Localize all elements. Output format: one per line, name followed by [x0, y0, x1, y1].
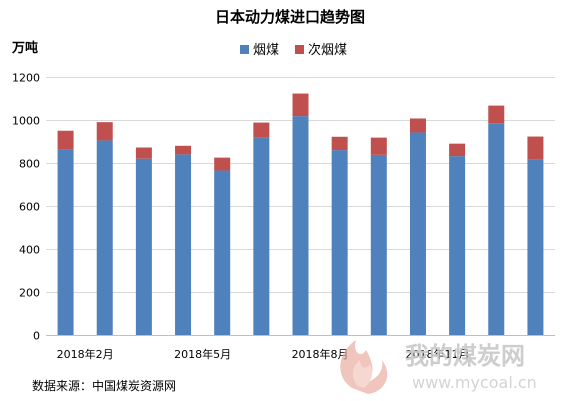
- y-tick-label: 600: [19, 201, 40, 214]
- bar-segment: [527, 136, 544, 160]
- watermark-brand: 我的煤炭网: [405, 342, 525, 370]
- source-note: 数据来源：中国煤炭资源网: [32, 378, 176, 393]
- legend-swatch: [240, 45, 249, 54]
- bar-segment: [57, 149, 74, 335]
- x-axis-ticks: 2018年2月 2018年5月 2018年8月 2018年11月: [57, 347, 470, 361]
- y-tick-label: 400: [19, 244, 40, 257]
- bar-segment: [96, 122, 113, 141]
- bar-segment: [409, 132, 426, 335]
- bar-segment: [370, 137, 387, 155]
- bar-segment: [331, 136, 348, 151]
- bar-segment: [253, 122, 270, 138]
- bar-segment: [253, 137, 270, 335]
- bar-segment: [527, 159, 544, 335]
- bar-segment: [175, 145, 192, 155]
- flame-logo-icon: [340, 340, 388, 394]
- chart-title: 日本动力煤进口趋势图: [215, 8, 365, 26]
- bar-segment: [135, 158, 152, 335]
- bar-segment: [135, 147, 152, 159]
- bar-segment: [488, 105, 505, 124]
- legend: 烟煤 次烟煤: [240, 42, 347, 58]
- watermark: 我的煤炭网 www.mycoal.cn: [340, 340, 537, 394]
- bar-segment: [57, 130, 74, 150]
- legend-label: 次烟煤: [308, 42, 347, 58]
- y-tick-label: 800: [19, 158, 40, 171]
- y-tick-label: 1200: [12, 72, 40, 85]
- bar-segment: [292, 116, 309, 335]
- bars: [57, 93, 544, 335]
- bar-segment: [449, 143, 466, 157]
- bar-segment: [409, 118, 426, 133]
- x-tick-label: 2018年8月: [292, 347, 349, 361]
- legend-swatch: [295, 45, 304, 54]
- x-tick-label: 2018年2月: [57, 347, 114, 361]
- bar-segment: [175, 154, 192, 335]
- bar-segment: [214, 170, 231, 335]
- y-tick-label: 200: [19, 287, 40, 300]
- legend-label: 烟煤: [253, 43, 279, 58]
- y-axis-unit: 万吨: [11, 40, 38, 56]
- bar-segment: [370, 154, 387, 335]
- x-tick-label: 2018年5月: [174, 347, 231, 361]
- bar-segment: [331, 150, 348, 335]
- watermark-url: www.mycoal.cn: [412, 373, 537, 392]
- bar-segment: [292, 93, 309, 117]
- bar-segment: [214, 157, 231, 171]
- x-tick-label: 2018年11月: [406, 347, 470, 361]
- y-tick-label: 1000: [12, 115, 40, 128]
- y-tick-label: 0: [33, 330, 40, 343]
- y-axis-ticks: 0 200 400 600 800 1000 1200: [12, 72, 40, 343]
- bar-segment: [449, 156, 466, 335]
- bar-segment: [96, 140, 113, 335]
- bar-segment: [488, 123, 505, 335]
